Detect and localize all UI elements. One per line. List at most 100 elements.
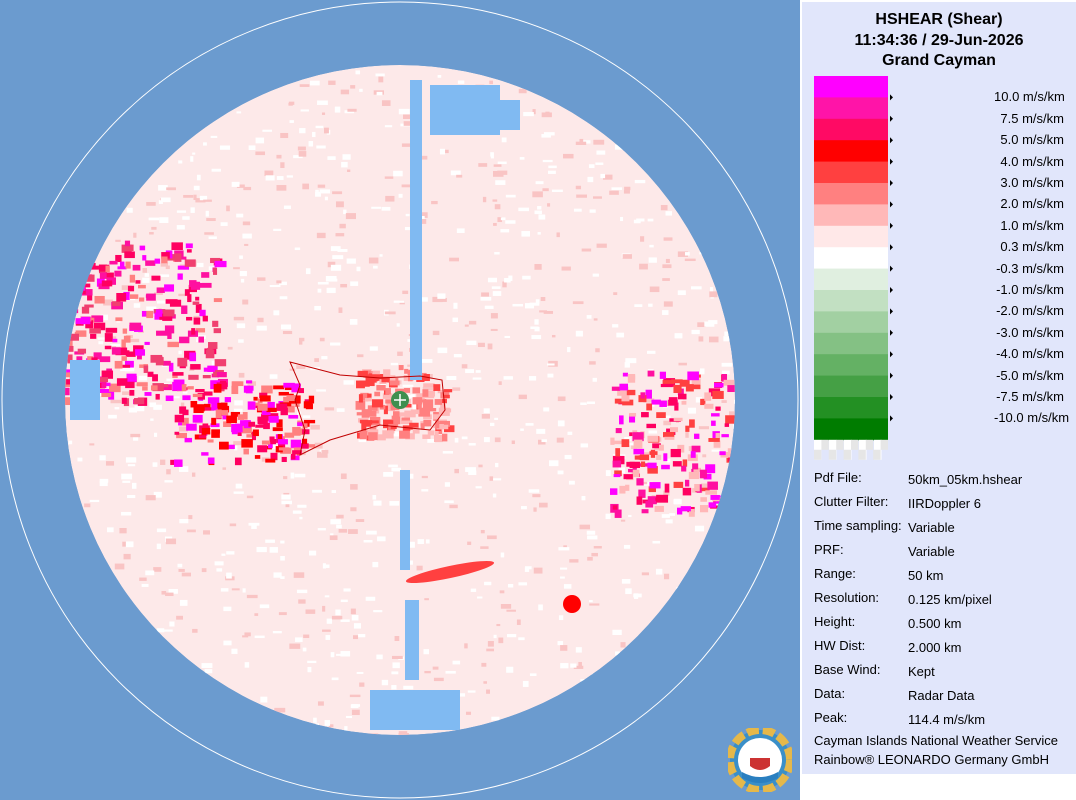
echo (518, 88, 527, 94)
echo (324, 595, 330, 598)
echo (663, 420, 672, 426)
echo (532, 494, 541, 498)
echo (708, 502, 717, 508)
echo (177, 273, 183, 280)
echo (543, 407, 550, 412)
echo (685, 432, 689, 438)
echo (632, 432, 644, 442)
echo (505, 194, 516, 198)
echo (202, 407, 215, 411)
echo (174, 414, 185, 423)
echo (490, 478, 502, 481)
echo (315, 189, 319, 192)
echo (481, 414, 490, 419)
echo (103, 299, 113, 306)
echo (439, 420, 450, 427)
echo (619, 485, 626, 494)
echo (492, 199, 498, 202)
info-value: Variable (908, 544, 955, 559)
echo (299, 84, 310, 87)
echo (647, 496, 657, 505)
echo (179, 406, 187, 414)
echo (122, 364, 131, 368)
echo (347, 169, 351, 172)
echo (693, 467, 702, 472)
echo (270, 452, 278, 461)
echo (483, 437, 490, 443)
echo (642, 481, 648, 485)
echo (612, 505, 618, 510)
echo (169, 299, 182, 307)
echo (681, 465, 687, 472)
echo (715, 433, 720, 440)
echo (437, 389, 444, 394)
legend-tick (890, 308, 893, 315)
echo (178, 426, 189, 432)
echo (124, 251, 135, 259)
echo (186, 529, 196, 533)
echo (366, 530, 377, 535)
echo (506, 609, 516, 612)
echo (401, 143, 412, 147)
echo (206, 218, 216, 222)
echo (328, 80, 336, 85)
echo (537, 232, 541, 235)
echo (356, 671, 364, 674)
echo (236, 323, 246, 329)
echo (121, 473, 133, 480)
echo (563, 545, 567, 548)
echo (304, 399, 311, 403)
echo (317, 453, 328, 458)
echo (614, 398, 627, 404)
echo (656, 494, 669, 503)
echo (84, 503, 91, 508)
echo (159, 274, 170, 278)
echo (278, 391, 289, 396)
echo (384, 176, 394, 179)
title: HSHEAR (Shear) (875, 11, 1003, 28)
echo (184, 289, 190, 296)
echo (466, 340, 477, 345)
echo (192, 393, 203, 398)
echo (256, 325, 267, 331)
echo (391, 467, 401, 472)
echo (713, 440, 721, 448)
echo (422, 434, 431, 439)
echo (279, 296, 288, 300)
legend-label: 4.0 m/s/km (1000, 153, 1064, 169)
echo (174, 459, 183, 467)
echo (122, 391, 133, 395)
echo (691, 445, 701, 453)
echo (233, 408, 243, 412)
echo (711, 413, 720, 417)
echo (303, 401, 313, 409)
echo (94, 295, 105, 304)
echo (188, 515, 193, 520)
echo (624, 186, 631, 191)
echo (317, 184, 326, 188)
echo (302, 183, 310, 190)
echo (575, 185, 582, 190)
echo (502, 281, 507, 288)
echo (389, 501, 400, 506)
echo (248, 421, 256, 427)
echo (452, 317, 458, 323)
echo (317, 288, 322, 293)
echo (613, 474, 621, 478)
echo (321, 449, 329, 454)
echo (649, 451, 658, 455)
echo (324, 127, 329, 134)
echo (387, 420, 394, 427)
info-label: Height: (814, 614, 856, 629)
echo (492, 291, 502, 296)
echo (444, 149, 449, 154)
echo (308, 395, 315, 404)
echo (226, 415, 237, 424)
echo (648, 303, 653, 307)
echo (255, 137, 265, 144)
echo (181, 572, 192, 577)
echo (156, 287, 165, 293)
echo (624, 362, 630, 368)
legend-label: -4.0 m/s/km (996, 346, 1064, 362)
echo (563, 153, 574, 159)
